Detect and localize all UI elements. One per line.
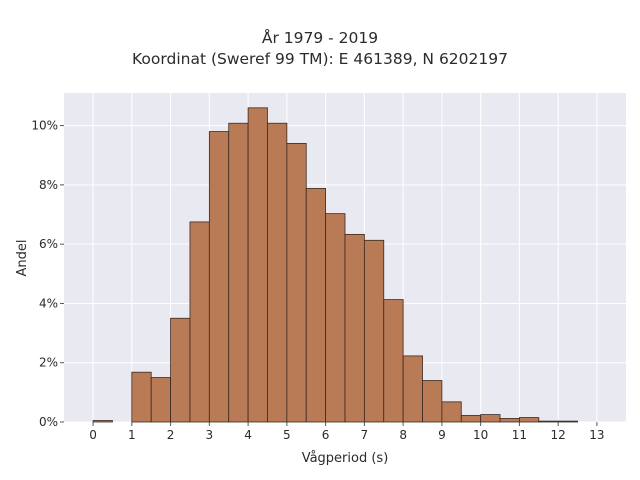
y-tick-label: 6% <box>39 237 58 251</box>
x-tick-label: 10 <box>473 428 488 442</box>
y-tick-label: 0% <box>39 415 58 429</box>
histogram-bar <box>247 107 268 423</box>
histogram-bar <box>92 420 113 423</box>
histogram-bar <box>538 420 559 423</box>
histogram-bar <box>422 380 443 423</box>
x-tick-label: 12 <box>551 428 566 442</box>
y-tick-label: 10% <box>31 119 58 133</box>
x-tick-label: 3 <box>206 428 214 442</box>
histogram-bar <box>402 355 423 423</box>
x-tick-label: 1 <box>128 428 136 442</box>
histogram-bar <box>441 401 462 423</box>
y-tick-label: 2% <box>39 356 58 370</box>
chart-title-line: År 1979 - 2019 <box>261 29 379 47</box>
x-tick-label: 13 <box>589 428 604 442</box>
histogram-bars <box>92 107 578 423</box>
histogram-bar <box>208 131 230 423</box>
chart-title: År 1979 - 2019 Koordinat (Sweref 99 TM):… <box>0 28 640 70</box>
histogram-bar <box>228 122 249 423</box>
y-tick-label: 4% <box>39 296 58 310</box>
y-tick-label: 8% <box>39 178 58 192</box>
y-axis-ticks: 0% 2% 4% 6% 8% 10% <box>31 119 64 429</box>
x-tick-label: 4 <box>244 428 252 442</box>
histogram-bar <box>460 415 482 423</box>
x-tick-label: 8 <box>399 428 407 442</box>
histogram-bar <box>325 213 346 423</box>
histogram-bar <box>286 142 307 423</box>
x-tick-label: 6 <box>322 428 330 442</box>
histogram-bar <box>363 239 385 423</box>
chart-subtitle-line: Koordinat (Sweref 99 TM): E 461389, N 62… <box>132 50 508 68</box>
histogram-bar <box>267 122 288 423</box>
x-tick-label: 11 <box>512 428 527 442</box>
x-axis-ticks: 0 1 2 3 4 5 6 7 8 9 10 11 12 13 <box>89 422 605 442</box>
histogram-bar <box>499 418 520 423</box>
x-axis-label: Vågperiod (s) <box>302 451 389 466</box>
histogram-bar <box>131 371 152 423</box>
histogram-bar <box>189 221 210 423</box>
x-tick-label: 9 <box>438 428 446 442</box>
histogram-bar <box>557 420 578 423</box>
histogram-bar <box>170 317 191 423</box>
histogram-bar <box>150 377 171 423</box>
histogram-bar <box>305 188 327 423</box>
histogram-bar <box>383 299 404 423</box>
histogram-bar <box>480 414 501 423</box>
y-axis-label: Andel <box>15 240 30 277</box>
histogram-bar <box>344 233 365 423</box>
x-tick-label: 2 <box>167 428 175 442</box>
x-tick-label: 0 <box>89 428 97 442</box>
x-tick-label: 5 <box>283 428 291 442</box>
histogram-bar <box>519 417 540 423</box>
x-tick-label: 7 <box>361 428 369 442</box>
